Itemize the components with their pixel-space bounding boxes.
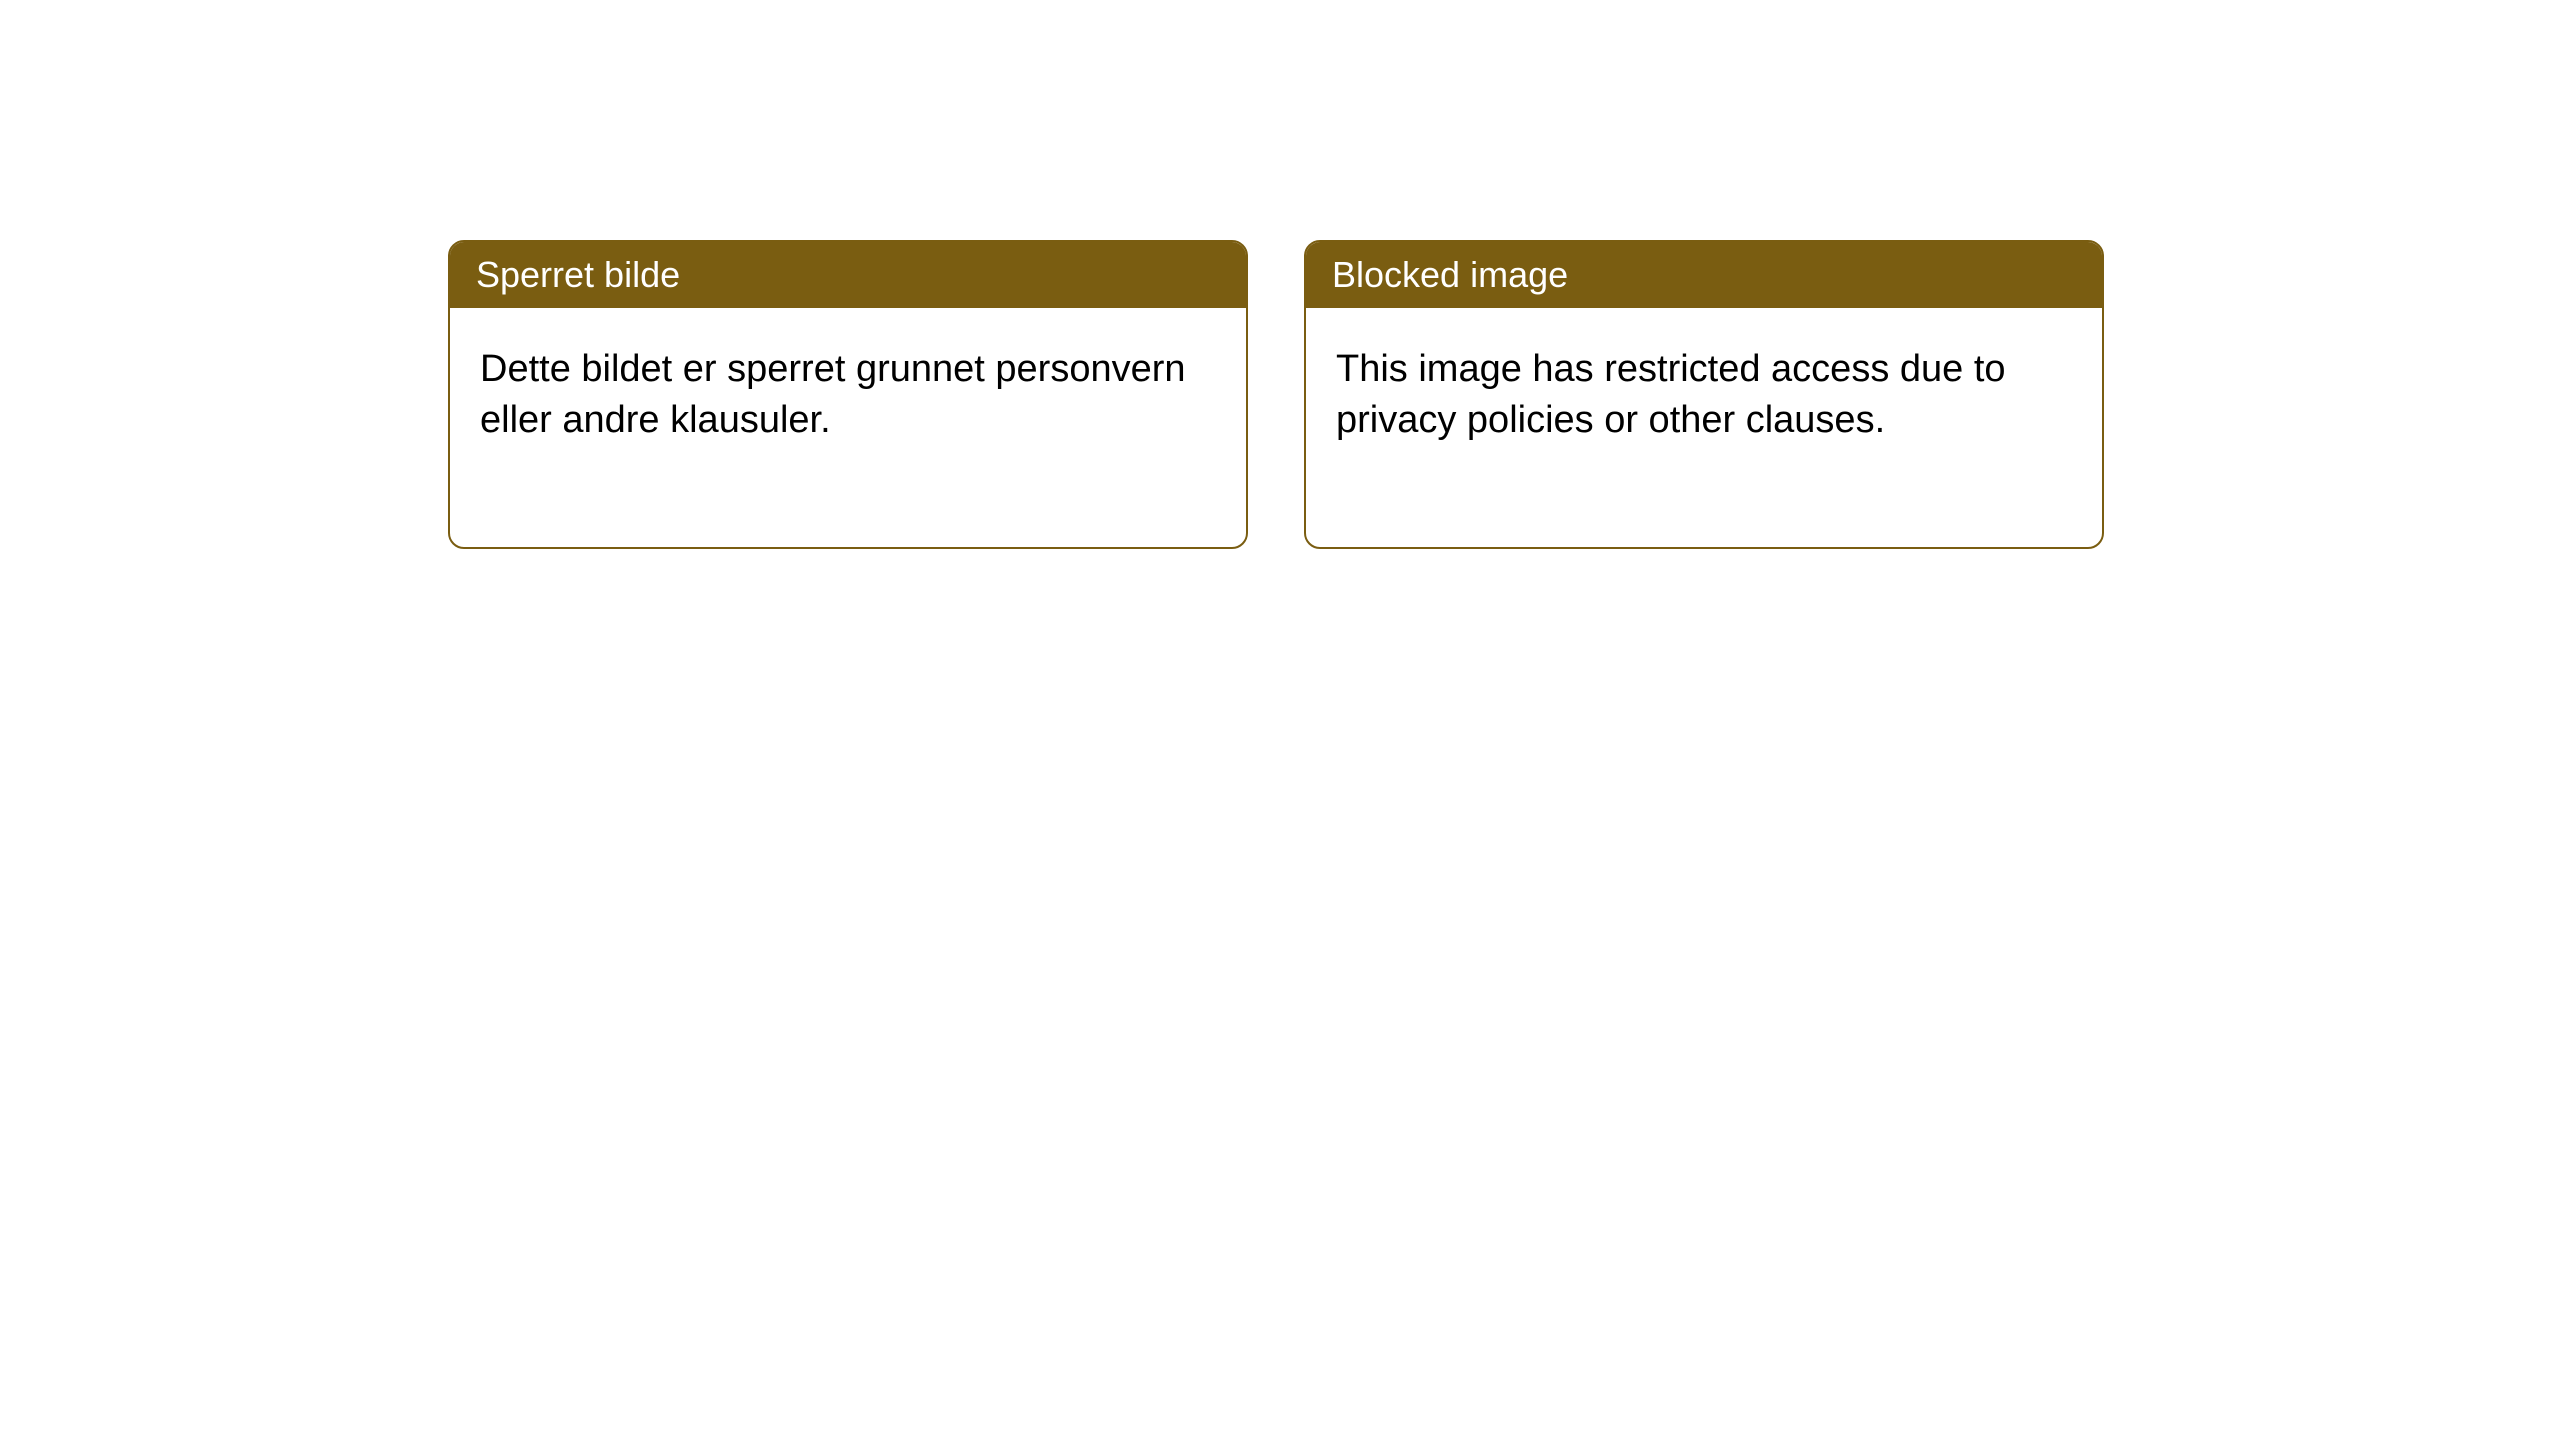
card-title: Blocked image bbox=[1332, 254, 1568, 295]
card-body: Dette bildet er sperret grunnet personve… bbox=[450, 308, 1246, 547]
card-body: This image has restricted access due to … bbox=[1306, 308, 2102, 547]
card-body-text: This image has restricted access due to … bbox=[1336, 348, 2006, 441]
card-header: Sperret bilde bbox=[450, 242, 1246, 308]
notice-card-norwegian: Sperret bilde Dette bildet er sperret gr… bbox=[448, 240, 1248, 549]
card-header: Blocked image bbox=[1306, 242, 2102, 308]
notice-container: Sperret bilde Dette bildet er sperret gr… bbox=[0, 0, 2560, 549]
card-body-text: Dette bildet er sperret grunnet personve… bbox=[480, 348, 1186, 441]
card-title: Sperret bilde bbox=[476, 254, 680, 295]
notice-card-english: Blocked image This image has restricted … bbox=[1304, 240, 2104, 549]
